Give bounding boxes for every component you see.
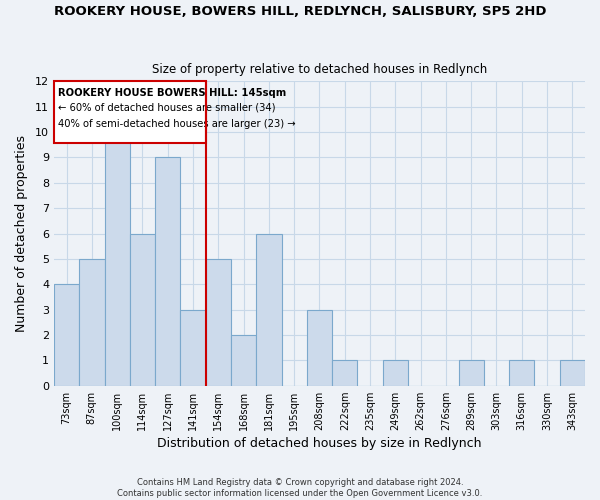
Bar xyxy=(332,360,358,386)
Bar xyxy=(54,82,206,144)
Bar xyxy=(458,360,484,386)
Bar xyxy=(79,259,104,386)
Bar xyxy=(307,310,332,386)
Bar xyxy=(560,360,585,386)
Bar xyxy=(383,360,408,386)
Bar xyxy=(130,234,155,386)
Bar xyxy=(104,132,130,386)
Y-axis label: Number of detached properties: Number of detached properties xyxy=(15,135,28,332)
Bar xyxy=(181,310,206,386)
Bar xyxy=(206,259,231,386)
Bar xyxy=(256,234,281,386)
Text: ← 60% of detached houses are smaller (34): ← 60% of detached houses are smaller (34… xyxy=(58,103,275,113)
Title: Size of property relative to detached houses in Redlynch: Size of property relative to detached ho… xyxy=(152,63,487,76)
Bar xyxy=(155,158,181,386)
Text: ROOKERY HOUSE BOWERS HILL: 145sqm: ROOKERY HOUSE BOWERS HILL: 145sqm xyxy=(58,88,286,98)
Bar xyxy=(231,335,256,386)
X-axis label: Distribution of detached houses by size in Redlynch: Distribution of detached houses by size … xyxy=(157,437,482,450)
Bar xyxy=(509,360,535,386)
Text: 40% of semi-detached houses are larger (23) →: 40% of semi-detached houses are larger (… xyxy=(58,120,295,130)
Text: ROOKERY HOUSE, BOWERS HILL, REDLYNCH, SALISBURY, SP5 2HD: ROOKERY HOUSE, BOWERS HILL, REDLYNCH, SA… xyxy=(54,5,546,18)
Bar xyxy=(54,284,79,386)
Text: Contains HM Land Registry data © Crown copyright and database right 2024.
Contai: Contains HM Land Registry data © Crown c… xyxy=(118,478,482,498)
